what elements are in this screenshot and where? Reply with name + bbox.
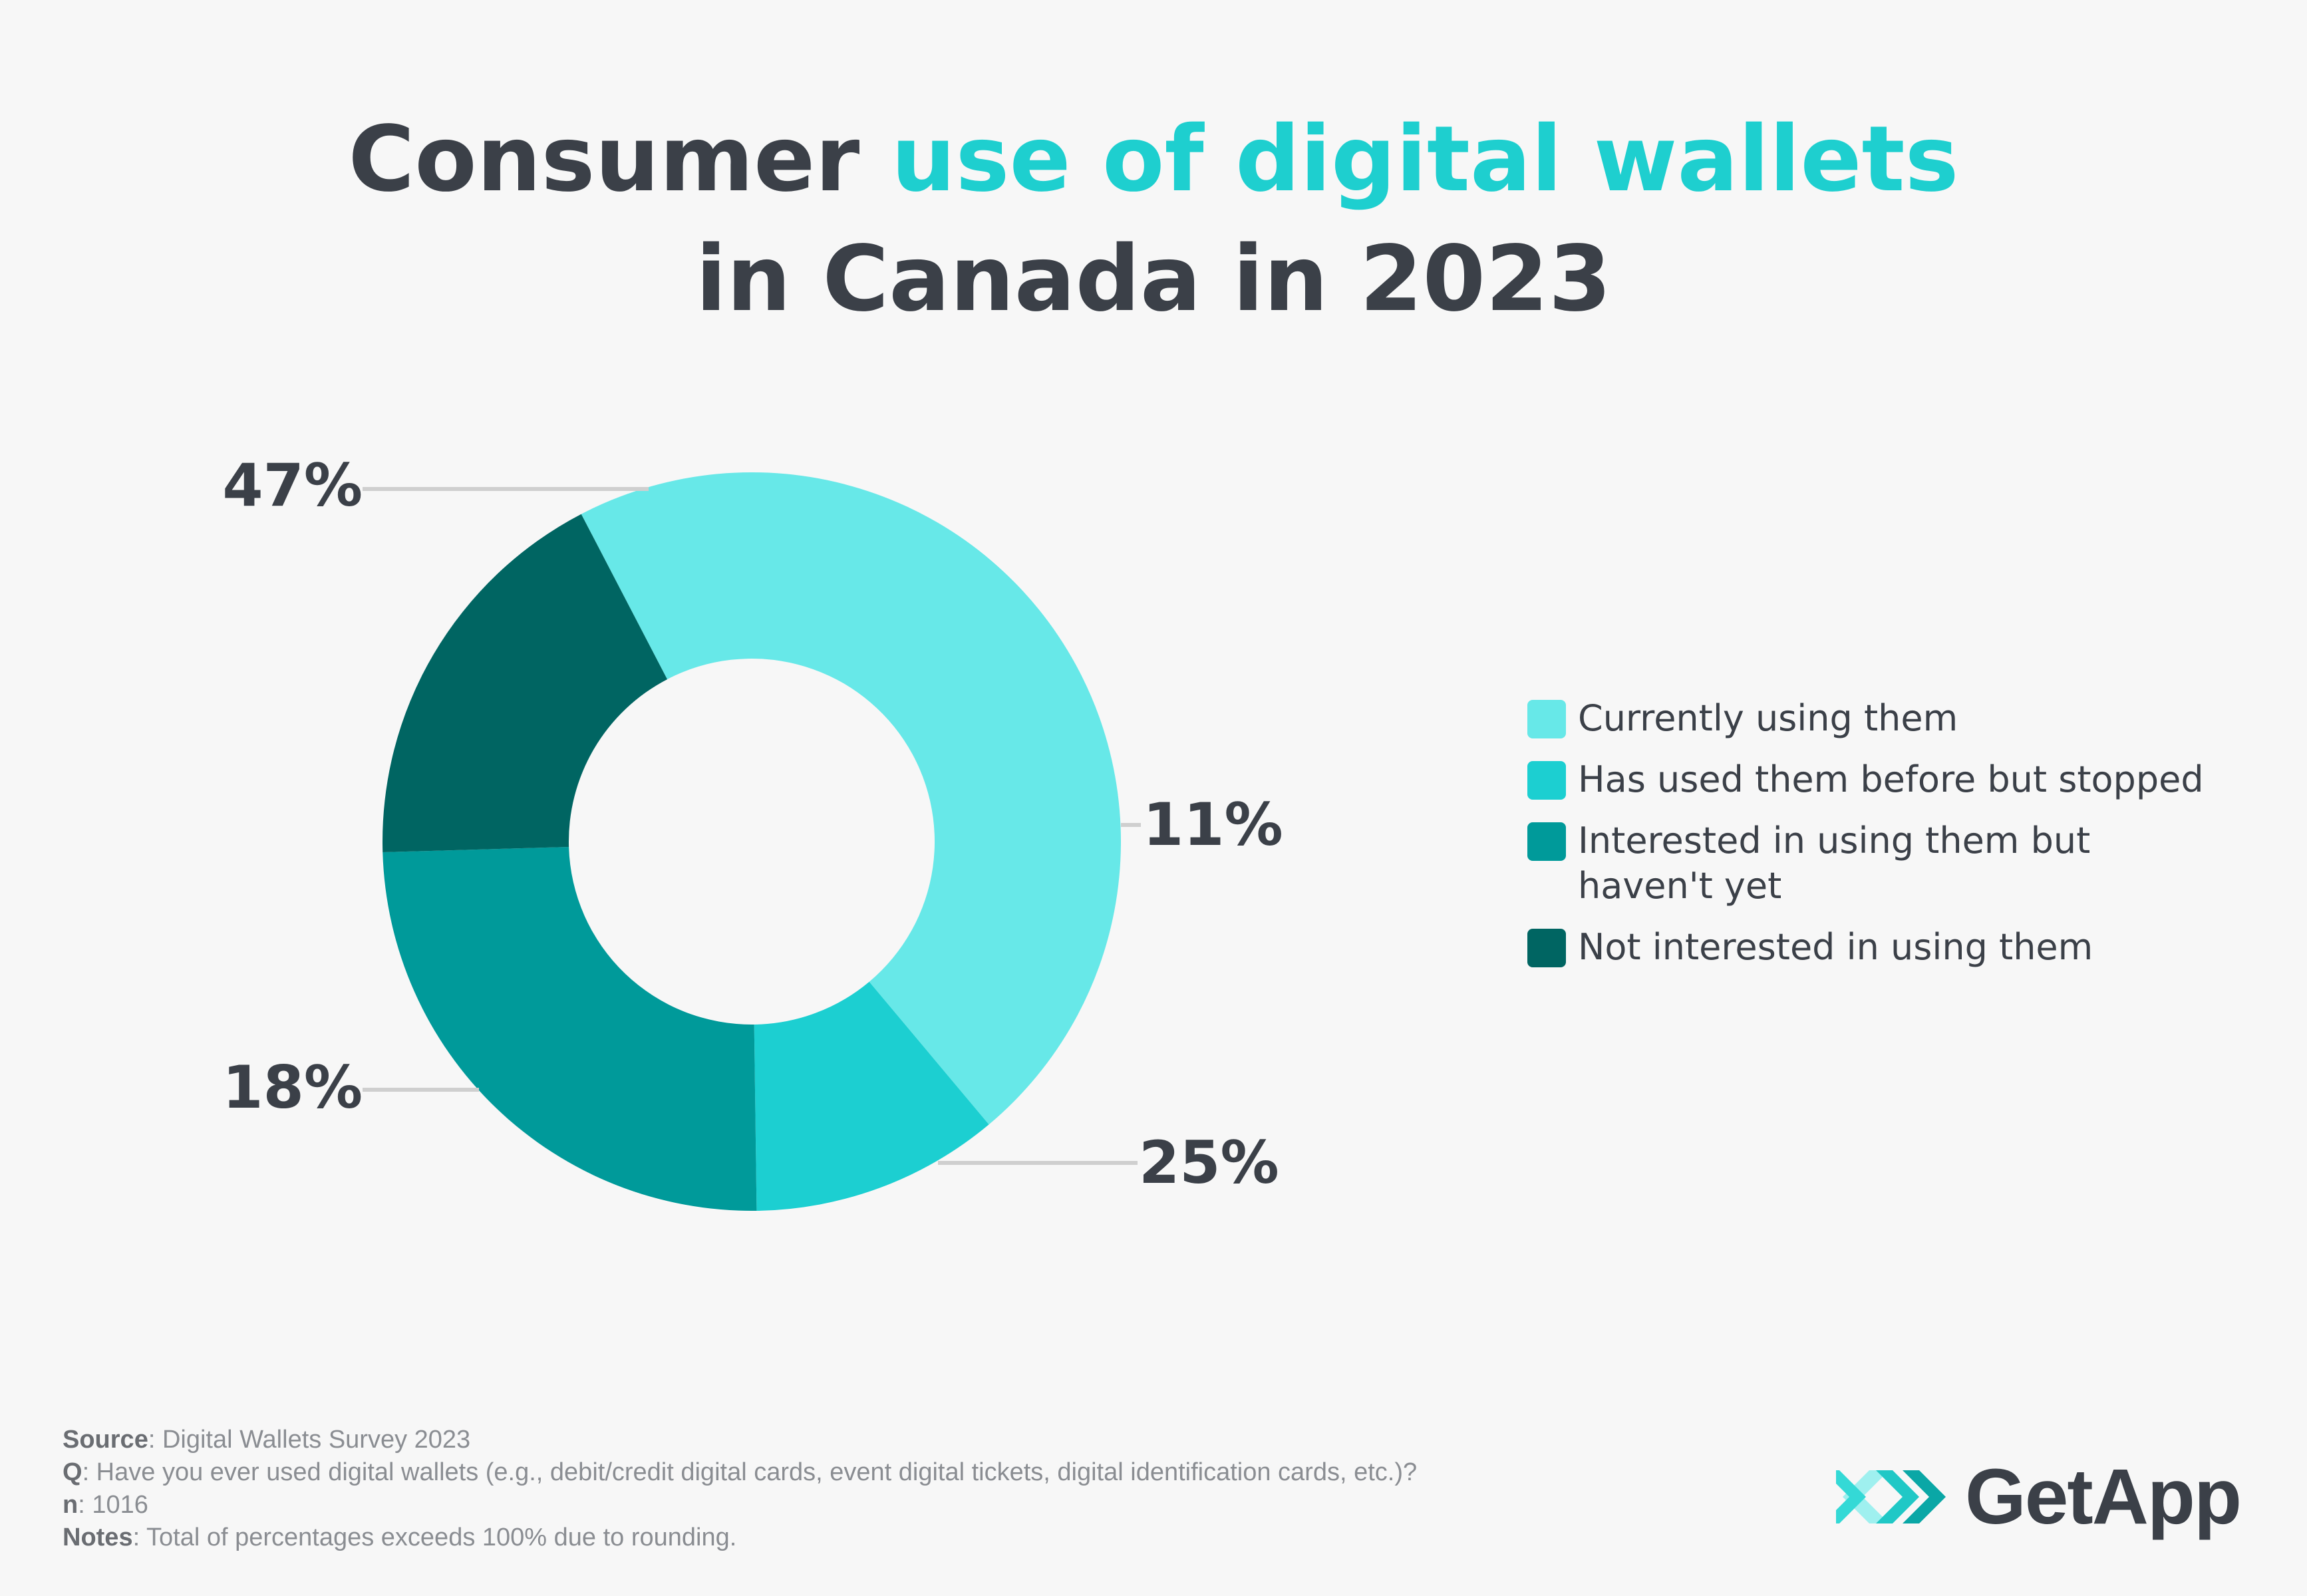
- title-part-1: Consumer: [348, 107, 891, 212]
- legend: Currently using them Has used them before…: [1527, 696, 2259, 986]
- chart-title: Consumer use of digital wallets in Canad…: [0, 100, 2307, 339]
- rounding-note: Notes: Total of percentages exceeds 100%…: [63, 1521, 1417, 1554]
- legend-label-3: Interested in using them but haven't yet: [1578, 820, 2091, 907]
- sample-value: : 1016: [78, 1491, 148, 1519]
- legend-item-1: Currently using them: [1527, 696, 2259, 741]
- value-label-4: 18%: [222, 1053, 363, 1122]
- legend-swatch-4: [1527, 929, 1566, 967]
- source-note: Source: Digital Wallets Survey 2023: [63, 1424, 1417, 1456]
- question-value: : Have you ever used digital wallets (e.…: [82, 1458, 1418, 1486]
- title-line-1: Consumer use of digital wallets: [0, 100, 2307, 220]
- footnotes: Source: Digital Wallets Survey 2023 Q: H…: [63, 1424, 1417, 1554]
- logo-text: GetApp: [1965, 1453, 2242, 1541]
- notes-key: Notes: [63, 1523, 133, 1551]
- question-note: Q: Have you ever used digital wallets (e…: [63, 1456, 1417, 1489]
- legend-item-3: Interested in using them but haven't yet: [1527, 818, 2259, 909]
- sample-key: n: [63, 1491, 78, 1519]
- getapp-logo: GetApp: [1836, 1450, 2248, 1543]
- source-value: : Digital Wallets Survey 2023: [148, 1426, 471, 1454]
- legend-label-2: Has used them before but stopped: [1578, 758, 2204, 800]
- value-label-3: 25%: [1139, 1128, 1279, 1197]
- value-label-2: 11%: [1143, 790, 1283, 859]
- getapp-chevrons-icon: [1836, 1470, 1946, 1523]
- legend-swatch-3: [1527, 822, 1566, 861]
- legend-label-1: Currently using them: [1578, 697, 1958, 739]
- notes-value: : Total of percentages exceeds 100% due …: [132, 1523, 737, 1551]
- title-accent: use of digital wallets: [891, 107, 1959, 212]
- sample-note: n: 1016: [63, 1489, 1417, 1521]
- legend-label-4: Not interested in using them: [1578, 926, 2093, 968]
- legend-swatch-2: [1527, 761, 1566, 800]
- value-label-1: 47%: [222, 451, 363, 520]
- donut-slice-4: [383, 514, 668, 853]
- legend-swatch-1: [1527, 700, 1566, 738]
- donut-slice-3: [383, 846, 757, 1211]
- legend-item-4: Not interested in using them: [1527, 925, 2259, 970]
- donut-slice-2: [754, 981, 989, 1211]
- legend-item-2: Has used them before but stopped: [1527, 757, 2259, 802]
- source-key: Source: [63, 1426, 148, 1454]
- title-line-2: in Canada in 2023: [695, 227, 1612, 332]
- question-key: Q: [63, 1458, 82, 1486]
- donut-slice-1: [581, 472, 1122, 1125]
